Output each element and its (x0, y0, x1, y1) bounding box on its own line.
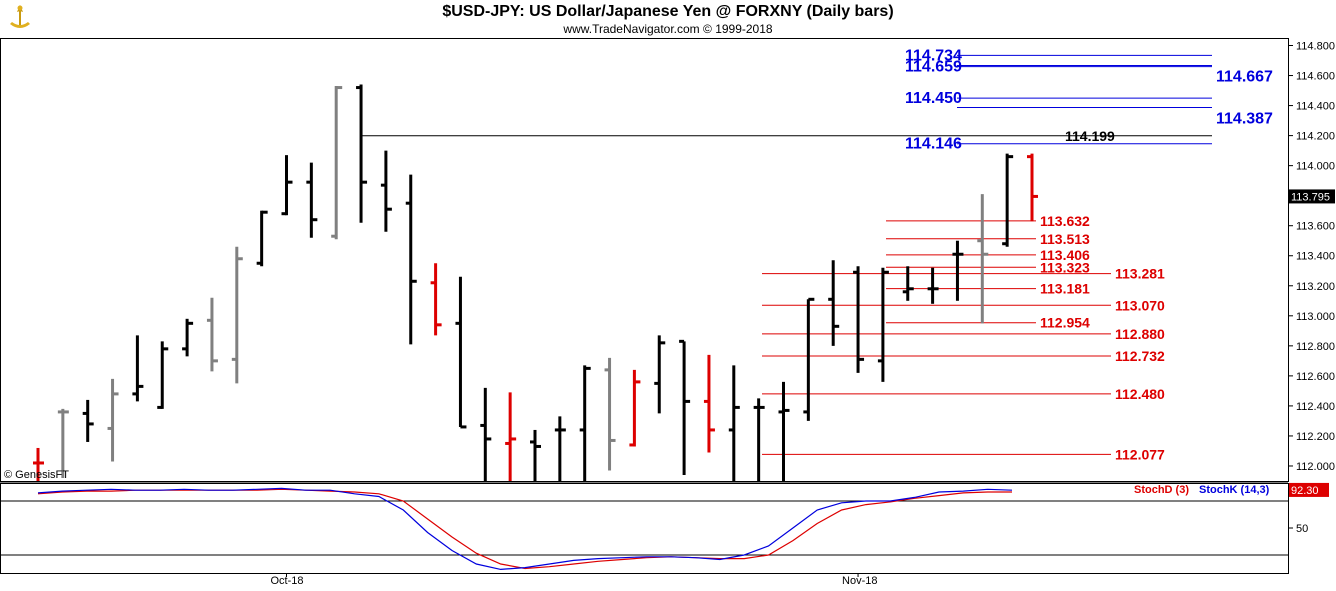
ohlc-bar (256, 210, 268, 267)
ohlc-bar (703, 354, 715, 453)
ohlc-bar (455, 276, 467, 429)
support-label: 113.632 (1040, 213, 1090, 229)
price-tick-label: 114.000 (1296, 161, 1335, 173)
ohlc-bar (803, 297, 815, 421)
last-price-label: 113.795 (1291, 191, 1330, 203)
ohlc-bar (728, 365, 740, 481)
ohlc-bar (505, 392, 517, 481)
ohlc-bar (977, 194, 989, 324)
ohlc-bar (679, 339, 691, 475)
level-lines: 114.734 114.667 114.659 114.450 114.387 114.1… (361, 47, 1273, 462)
ohlc-bar (902, 266, 914, 301)
resistance-label: 114.667 (1216, 68, 1273, 85)
ohlc-bar (530, 429, 541, 481)
ohlc-bar (231, 246, 243, 384)
price-tick-label: 113.000 (1296, 311, 1335, 323)
date-label: Oct-18 (271, 575, 304, 587)
trade-navigator-logo-icon (10, 5, 30, 28)
price-tick-label: 114.200 (1296, 131, 1335, 143)
date-label: Nov-18 (842, 575, 877, 587)
ohlc-bar (157, 341, 169, 409)
resistance-label: 114.450 (905, 90, 962, 107)
chart-subtitle: www.TradeNavigator.com © 1999-2018 (563, 22, 773, 36)
resistance-label: 114.146 (905, 136, 962, 153)
stochd-legend: StochD (3) (1134, 484, 1189, 496)
date-axis: Oct-18 Nov-18 (271, 573, 878, 587)
support-label: 112.077 (1115, 446, 1165, 462)
ohlc-bar (206, 297, 218, 372)
ohlc-bar (480, 387, 492, 481)
ohlc-bar (331, 86, 343, 240)
support-label: 113.070 (1115, 297, 1165, 313)
support-label: 113.281 (1115, 266, 1165, 282)
ohlc-bar (306, 162, 318, 238)
ohlc-bar (927, 267, 939, 304)
chart-frame (0, 38, 1289, 574)
ohlc-bar (554, 416, 566, 481)
stochastic-series-line (37, 487, 1013, 571)
stochastic-tick-label: 50 (1296, 523, 1308, 535)
support-label: 112.880 (1115, 326, 1165, 342)
ohlc-bar (579, 365, 591, 481)
resistance-label: 114.659 (905, 59, 962, 76)
price-tick-label: 114.800 (1296, 41, 1335, 53)
support-label: 112.954 (1040, 315, 1090, 331)
stochastic-last-box (1289, 482, 1329, 497)
resistance-label: 114.734 (905, 47, 962, 64)
price-tick-label: 113.400 (1296, 251, 1335, 263)
price-axis: 112.000 112.200 112.400 112.600 112.800 113.0… (1288, 41, 1335, 473)
price-tick-label: 112.200 (1296, 431, 1335, 443)
stochastic-last-label: 92.30 (1291, 485, 1319, 497)
price-tick-label: 112.800 (1296, 341, 1335, 353)
price-tick-label: 112.600 (1296, 371, 1335, 383)
ohlc-bar (107, 378, 119, 462)
ohlc-bar (57, 408, 69, 478)
ohlc-bar (828, 260, 840, 346)
ohlc-bar (604, 357, 616, 471)
price-tick-label: 114.600 (1296, 71, 1335, 83)
ohlc-bar (753, 398, 765, 481)
support-label: 113.406 (1040, 247, 1090, 263)
ohlc-bar (952, 240, 964, 301)
ohlc-bar (853, 266, 865, 373)
ohlc-bar (33, 447, 44, 481)
ohlc-bar (629, 369, 641, 447)
support-label: 112.480 (1115, 386, 1165, 402)
price-tick-label: 113.600 (1296, 221, 1335, 233)
stochk-legend: StochK (14,3) (1199, 484, 1270, 496)
price-tick-label: 112.400 (1296, 401, 1335, 413)
ohlc-bar (132, 335, 144, 402)
resistance-label: 114.387 (1216, 111, 1273, 128)
support-label: 113.323 (1040, 259, 1090, 275)
price-panel-border (0, 38, 1289, 482)
resistance-label: 114.199 (1065, 128, 1115, 144)
ohlc-bar (281, 155, 293, 216)
support-label: 113.513 (1040, 231, 1090, 247)
ohlc-bar (356, 84, 368, 223)
chart-title: $USD-JPY: US Dollar/Japanese Yen @ FORXN… (442, 3, 894, 20)
ohlc-bar (654, 335, 666, 414)
ohlc-bars (33, 84, 1038, 481)
ohlc-bar (182, 318, 194, 357)
ohlc-bar (380, 150, 392, 232)
price-tick-label: 112.000 (1296, 461, 1335, 473)
price-tick-label: 113.200 (1296, 281, 1335, 293)
copyright-label: © GenesisFT (4, 469, 69, 481)
stochastic-panel: 50 StochD (3) StochK (14,3) 92.30 (0, 482, 1329, 571)
ohlc-bar (877, 267, 889, 382)
stochastic-panel-border (0, 483, 1289, 574)
ohlc-bar (1002, 153, 1014, 247)
last-price-box (1289, 189, 1335, 204)
support-label: 113.181 (1040, 281, 1090, 297)
price-tick-label: 114.400 (1296, 101, 1335, 113)
support-label: 112.732 (1115, 348, 1165, 364)
ohlc-bar (405, 174, 417, 345)
ohlc-bar (82, 399, 94, 442)
ohlc-bar (1027, 153, 1038, 222)
ohlc-bar (778, 381, 790, 481)
ohlc-bar (430, 263, 442, 336)
chart-header: $USD-JPY: US Dollar/Japanese Yen @ FORXN… (0, 0, 1336, 38)
